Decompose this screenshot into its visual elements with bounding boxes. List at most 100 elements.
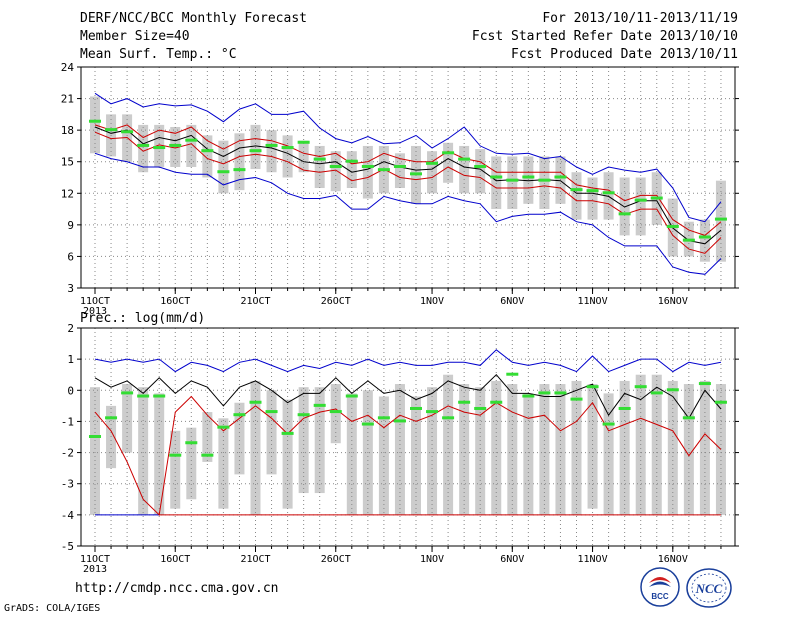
median-marker xyxy=(121,391,134,395)
median-marker xyxy=(538,391,551,395)
median-marker xyxy=(538,178,551,182)
y-tick-label: 15 xyxy=(61,156,74,169)
ensemble-box xyxy=(170,126,181,167)
ensemble-box xyxy=(186,124,197,167)
median-marker xyxy=(666,224,679,228)
median-marker xyxy=(426,410,439,414)
median-marker xyxy=(361,422,374,426)
ensemble-box xyxy=(555,384,566,515)
chart-title: DERF/NCC/BCC Monthly Forecast xyxy=(80,11,307,26)
ensemble-box xyxy=(218,140,229,194)
ensemble-box xyxy=(539,384,550,515)
ensemble-box xyxy=(154,393,165,515)
ensemble-box xyxy=(491,156,502,210)
ensemble-box xyxy=(427,151,438,194)
panel-title: Prec.: log(mm/d) xyxy=(80,311,205,326)
median-marker xyxy=(201,149,214,153)
upper-band-line xyxy=(94,124,722,236)
median-marker xyxy=(345,159,358,163)
y-tick-label: 18 xyxy=(61,124,74,137)
ensemble-box xyxy=(555,156,566,204)
y-tick-label: 24 xyxy=(61,61,75,74)
x-tick-label: 21OCT xyxy=(240,554,270,565)
median-marker xyxy=(361,164,374,168)
median-marker xyxy=(233,168,246,172)
ensemble-box xyxy=(411,396,421,515)
median-marker xyxy=(249,149,262,153)
x-tick-label: 1NOV xyxy=(420,296,444,307)
ensemble-box xyxy=(346,393,357,515)
ensemble-box xyxy=(507,384,518,515)
x-tick-label: 11NOV xyxy=(577,296,607,307)
median-marker xyxy=(329,164,342,168)
median-marker xyxy=(554,175,567,179)
median-marker xyxy=(377,416,390,420)
y-tick-label: 2 xyxy=(67,322,74,335)
ncc-logo: NCC xyxy=(686,568,732,608)
median-marker xyxy=(153,394,166,398)
median-marker xyxy=(490,400,503,404)
ensemble-box xyxy=(523,393,534,515)
x-tick-label: 6NOV xyxy=(500,554,524,565)
median-marker xyxy=(714,217,727,221)
median-marker xyxy=(393,419,406,423)
median-marker xyxy=(217,425,230,429)
median-marker xyxy=(458,157,471,161)
median-marker xyxy=(313,403,326,407)
median-marker xyxy=(249,400,262,404)
ncc-logo-text: NCC xyxy=(695,581,723,596)
ensemble-box xyxy=(218,418,229,509)
median-marker xyxy=(201,453,214,457)
median-marker xyxy=(570,188,583,192)
ensemble-box xyxy=(202,135,213,178)
median-marker xyxy=(442,151,455,155)
ensemble-box xyxy=(715,180,726,262)
ensemble-box xyxy=(250,124,261,170)
median-marker xyxy=(490,175,503,179)
forecast-period: For 2013/10/11-2013/11/19 xyxy=(542,11,738,26)
x-tick-label: 21OCT xyxy=(240,296,270,307)
median-marker xyxy=(410,172,422,176)
median-marker xyxy=(105,128,118,132)
median-marker xyxy=(442,416,455,420)
ensemble-box xyxy=(186,427,197,500)
median-marker xyxy=(281,146,294,150)
x-tick-label: 26OCT xyxy=(321,554,351,565)
median-marker xyxy=(506,178,519,182)
ensemble-box xyxy=(90,387,100,515)
median-marker xyxy=(698,235,711,239)
x-tick-label: 16OCT xyxy=(160,296,190,307)
ensemble-box xyxy=(138,124,149,173)
median-marker xyxy=(153,146,166,150)
ensemble-box xyxy=(667,380,678,515)
ensemble-box xyxy=(603,393,614,515)
plot-frame xyxy=(80,66,736,289)
x-tick-label: 11OCT xyxy=(80,296,110,307)
median-marker xyxy=(297,413,310,417)
median-marker xyxy=(618,406,631,410)
y-tick-label: -5 xyxy=(61,540,74,553)
ensemble-box xyxy=(699,219,710,262)
median-marker xyxy=(217,170,230,174)
ensemble-box xyxy=(699,380,710,515)
median-marker xyxy=(377,168,390,172)
median-marker xyxy=(137,143,150,147)
median-marker xyxy=(714,400,727,404)
ensemble-box xyxy=(122,384,133,453)
ensemble-box xyxy=(587,177,598,220)
source-url[interactable]: http://cmdp.ncc.cma.gov.cn xyxy=(75,581,279,596)
mean-line xyxy=(94,126,722,245)
lower-band-line xyxy=(94,131,722,254)
median-marker xyxy=(265,410,278,414)
ensemble-box xyxy=(282,135,293,178)
y-tick-label: 0 xyxy=(67,384,74,397)
y-tick-label: 21 xyxy=(61,93,74,106)
median-marker xyxy=(345,394,358,398)
median-marker xyxy=(666,388,679,392)
produced-date: Fcst Produced Date 2013/10/11 xyxy=(511,47,738,62)
median-marker xyxy=(185,441,198,445)
ensemble-box xyxy=(394,384,405,515)
x-tick-year: 2013 xyxy=(83,564,107,575)
y-tick-label: 1 xyxy=(67,353,74,366)
median-marker xyxy=(458,400,471,404)
